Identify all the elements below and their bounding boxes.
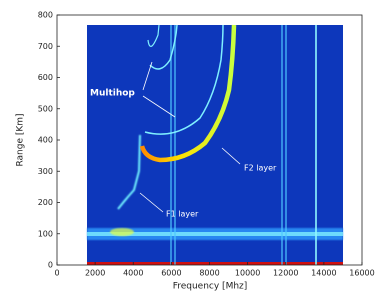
y-tick-label: 200 bbox=[38, 198, 53, 207]
y-tick-label: 0 bbox=[48, 261, 53, 270]
y-tick-label: 400 bbox=[38, 136, 53, 145]
page: {"chart_data": {"type": "ionogram", "x_l… bbox=[0, 0, 391, 295]
annotation: F2 layer bbox=[244, 164, 277, 173]
y-tick-label: 100 bbox=[38, 229, 53, 238]
y-tick-label: 700 bbox=[38, 42, 53, 51]
spectrogram bbox=[87, 25, 343, 265]
x-tick-label: 4000 bbox=[123, 269, 143, 278]
y-axis-label: Range [Km] bbox=[16, 113, 26, 166]
x-tick-label: 2000 bbox=[85, 269, 105, 278]
x-axis-label: Frequency [Mhz] bbox=[173, 282, 248, 292]
annotation: Multihop bbox=[90, 89, 135, 99]
x-tick-label: 6000 bbox=[161, 269, 181, 278]
chart: Multihop F2 layer F1 layer Frequency [Mh… bbox=[0, 0, 391, 295]
x-tick-label: 0 bbox=[54, 269, 59, 278]
y-tick-label: 300 bbox=[38, 167, 53, 176]
annotation: F1 layer bbox=[166, 210, 199, 219]
x-tick-label: 8000 bbox=[199, 269, 219, 278]
x-tick-label: 12000 bbox=[273, 269, 298, 278]
x-tick-label: 14000 bbox=[311, 269, 336, 278]
y-tick-label: 600 bbox=[38, 73, 53, 82]
y-tick-label: 500 bbox=[38, 104, 53, 113]
x-tick-label: 16000 bbox=[349, 269, 374, 278]
y-tick-label: 800 bbox=[38, 11, 53, 20]
x-tick-label: 10000 bbox=[235, 269, 260, 278]
